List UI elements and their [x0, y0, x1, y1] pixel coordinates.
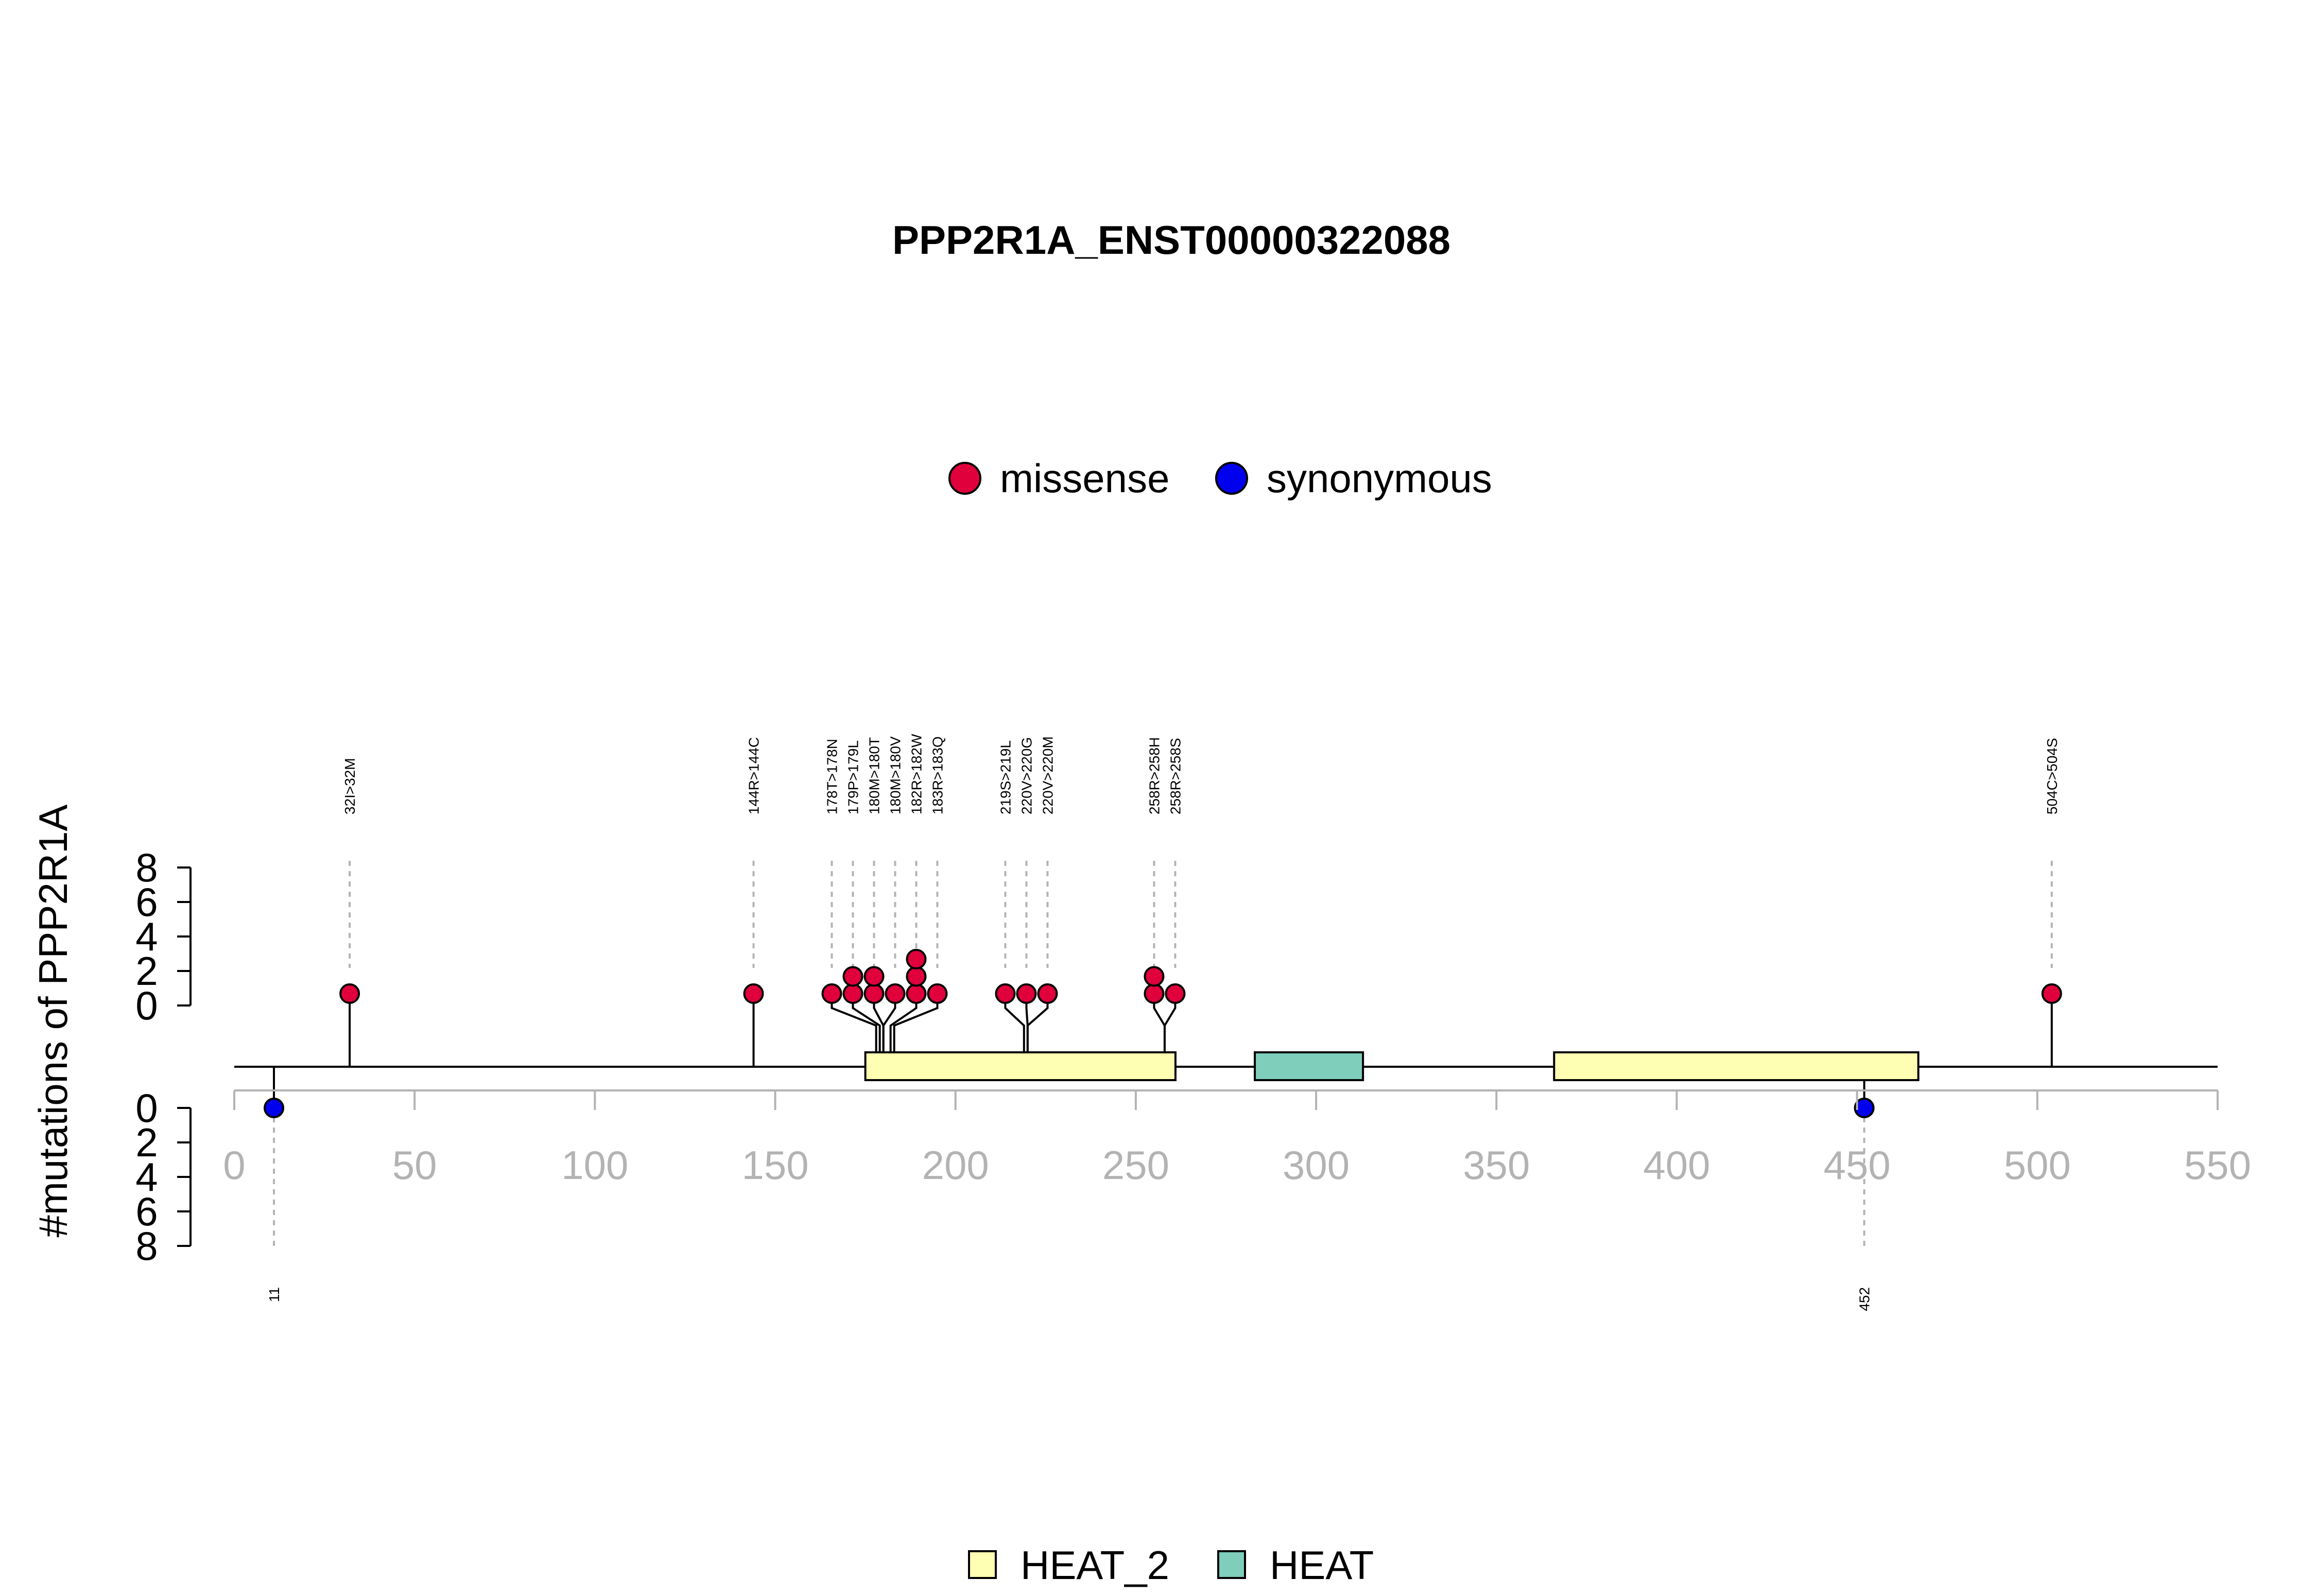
x-tick-label: 400 [1643, 1142, 1710, 1188]
legend-marker-synonymous [1215, 462, 1248, 495]
x-axis: 0 50 100 150 200 250 300 350 400 450 500 550 [223, 1089, 2251, 1188]
mutation-point-synonymous [264, 1098, 285, 1118]
mutation-point-missense [1144, 983, 1165, 1004]
mutation-point-missense [1016, 983, 1037, 1004]
legend-label-heat-2: HEAT_2 [1021, 1542, 1169, 1588]
top-y-tick-label: 2 [135, 948, 158, 994]
mutation-label: 11 [266, 1287, 282, 1302]
top-y-tick-label: 6 [135, 879, 158, 925]
mutation-point-missense [863, 966, 885, 987]
x-tick-label: 250 [1102, 1142, 1169, 1188]
mutation-point-missense [842, 983, 863, 1004]
mutation-label: 258R>258S [1167, 738, 1183, 814]
mutation-point-missense [842, 966, 863, 987]
bottom-y-tick-label: 8 [135, 1223, 158, 1269]
x-tick-label: 500 [2004, 1142, 2071, 1188]
x-tick-label: 200 [922, 1142, 989, 1188]
domain-legend: HEAT_2 HEAT [968, 1542, 1374, 1588]
domain-heat-2-2 [1553, 1051, 1920, 1081]
mutation-legend: missense synonymous [948, 456, 1492, 501]
mutation-point-synonymous [1854, 1098, 1875, 1118]
mutation-label: 220V>220M [1040, 736, 1056, 814]
mutation-point-missense [906, 949, 927, 969]
mutation-point-missense [821, 983, 842, 1004]
bottom-y-tick-label: 6 [135, 1189, 158, 1234]
mutation-point-missense [339, 983, 360, 1004]
legend-marker-missense [948, 462, 981, 495]
mutation-label: 219S>219L [997, 740, 1013, 814]
mutation-point-missense [1037, 983, 1058, 1004]
mutation-point-missense [885, 983, 906, 1004]
mutation-point-missense [927, 983, 948, 1004]
domain-heat-2-0 [864, 1051, 1177, 1081]
mutation-label: 32I>32M [342, 758, 358, 814]
mutation-label: 452 [1857, 1287, 1873, 1311]
top-y-tick-label: 8 [135, 845, 158, 890]
legend-swatch-heat [1217, 1550, 1246, 1579]
legend-label-synonymous: synonymous [1267, 456, 1492, 501]
protein-domains [864, 1051, 1920, 1081]
legend-label-missense: missense [1000, 456, 1169, 501]
mutation-label: 182R>182W [908, 734, 924, 814]
mutation-label: 179P>179L [845, 740, 861, 814]
x-tick-label: 550 [2184, 1142, 2251, 1188]
mutation-label: 183R>183Q [929, 736, 945, 814]
domain-heat-1 [1254, 1051, 1364, 1081]
mutation-point-missense [1144, 966, 1165, 987]
mutation-point-missense [906, 966, 927, 987]
guide-lines [273, 861, 2053, 1246]
x-tick-label: 450 [1824, 1142, 1891, 1188]
bottom-y-tick-label: 2 [135, 1120, 158, 1165]
mutation-label: 178T>178N [824, 739, 840, 814]
x-tick-label: 300 [1283, 1142, 1350, 1188]
legend-swatch-heat-2 [968, 1550, 997, 1579]
mutation-point-missense [1165, 983, 1186, 1004]
legend-label-heat: HEAT [1270, 1542, 1374, 1588]
mutation-point-missense [906, 983, 927, 1004]
mutation-label: 504C>504S [2044, 738, 2060, 814]
mutation-point-missense [743, 983, 764, 1004]
mutation-labels: 32I>32M 144R>144C 178T>178N 179P>179L 180M>1… [266, 734, 2060, 1311]
x-tick-label: 350 [1463, 1142, 1530, 1188]
x-tick-label: 0 [223, 1142, 245, 1188]
mutation-label: 258R>258H [1146, 737, 1162, 814]
mutation-point-missense [2041, 983, 2062, 1004]
mutation-label: 220V>220G [1018, 737, 1034, 814]
bottom-y-tick-label: 0 [135, 1085, 158, 1131]
bottom-y-tick-label: 4 [135, 1154, 158, 1200]
mutation-point-missense [995, 983, 1016, 1004]
top-y-tick-label: 0 [135, 983, 158, 1028]
x-tick-label: 100 [561, 1142, 628, 1188]
x-tick-label: 150 [741, 1142, 808, 1188]
mutation-label: 180M>180V [887, 736, 903, 814]
x-tick-label: 50 [392, 1142, 437, 1188]
mutation-label: 144R>144C [746, 737, 762, 814]
top-y-tick-label: 4 [135, 914, 158, 959]
mutation-points [264, 949, 2062, 1118]
mutation-point-missense [863, 983, 885, 1004]
y-axis-label: #mutations of PPP2R1A [30, 804, 76, 1237]
mutation-label: 180M>180T [866, 737, 882, 814]
chart-title: PPP2R1A_ENST00000322088 [892, 217, 1450, 263]
